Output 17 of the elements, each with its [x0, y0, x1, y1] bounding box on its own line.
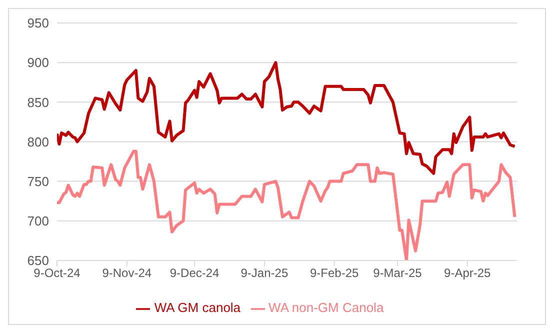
y-tick-label: 950	[27, 16, 49, 31]
legend-label: WA GM canola	[154, 300, 241, 316]
x-tick-label: 9-Feb-25	[310, 266, 360, 280]
y-tick-label: 700	[27, 213, 49, 228]
x-tick-label: 9-Dec-24	[170, 266, 220, 280]
y-tick-label: 900	[27, 55, 49, 70]
x-tick-label: 9-Mar-25	[373, 266, 422, 280]
x-tick-label: 9-Oct-24	[34, 266, 81, 280]
x-tick-label: 9-Jan-25	[240, 266, 288, 280]
y-tick-label: 750	[27, 174, 49, 189]
y-tick-label: 800	[27, 134, 49, 150]
x-tick-label: 9-Nov-24	[102, 266, 152, 280]
y-tick-label: 650	[27, 253, 49, 268]
x-tick-label: 9-Apr-25	[444, 266, 492, 280]
line-series	[57, 61, 516, 175]
y-tick-label: 850	[27, 94, 49, 110]
legend-label: WA non-GM Canola	[268, 300, 384, 316]
